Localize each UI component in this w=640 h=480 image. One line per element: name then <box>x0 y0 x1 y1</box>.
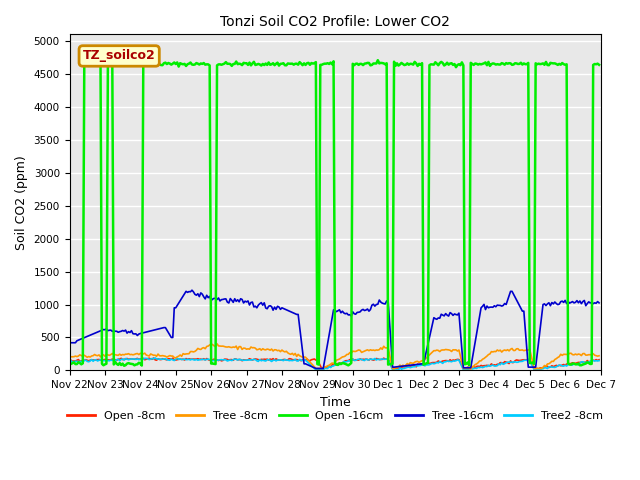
Open -16cm <box>374 57 381 63</box>
Open -16cm <box>569 360 577 366</box>
Open -8cm <box>150 355 157 361</box>
Line: Open -8cm: Open -8cm <box>70 358 599 369</box>
Tree -16cm <box>225 300 233 306</box>
Open -16cm <box>66 360 74 366</box>
Open -8cm <box>595 357 603 362</box>
Open -8cm <box>569 360 577 366</box>
Tree -8cm <box>243 346 250 352</box>
Open -8cm <box>131 356 138 362</box>
Tree -16cm <box>312 366 320 372</box>
Legend: Open -8cm, Tree -8cm, Open -16cm, Tree -16cm, Tree2 -8cm: Open -8cm, Tree -8cm, Open -16cm, Tree -… <box>63 407 607 425</box>
Open -8cm <box>252 356 259 362</box>
Open -16cm <box>120 363 128 369</box>
Tree -8cm <box>467 366 475 372</box>
Tree -16cm <box>243 299 250 305</box>
Tree2 -8cm <box>225 358 233 363</box>
Tree -8cm <box>66 353 74 359</box>
Tree -8cm <box>225 344 233 349</box>
Line: Tree -16cm: Tree -16cm <box>70 290 599 369</box>
Tree -16cm <box>299 348 307 354</box>
Open -8cm <box>299 357 307 362</box>
Open -8cm <box>535 366 543 372</box>
Open -16cm <box>225 61 233 67</box>
Tree -16cm <box>66 340 74 346</box>
Open -16cm <box>252 62 259 68</box>
Tree -8cm <box>595 353 603 359</box>
Tree2 -8cm <box>252 357 259 362</box>
Tree -16cm <box>131 331 138 337</box>
Tree2 -8cm <box>131 356 138 362</box>
Tree -8cm <box>213 341 221 347</box>
Tree -16cm <box>188 288 196 293</box>
Open -8cm <box>66 359 74 364</box>
Open -8cm <box>225 357 233 363</box>
Tree2 -8cm <box>532 368 540 373</box>
Tree2 -8cm <box>66 360 74 365</box>
Tree2 -8cm <box>243 357 250 363</box>
Tree2 -8cm <box>151 355 159 361</box>
X-axis label: Time: Time <box>319 396 351 408</box>
Tree -16cm <box>595 300 603 306</box>
Tree -16cm <box>252 303 259 309</box>
Text: TZ_soilco2: TZ_soilco2 <box>83 49 156 62</box>
Line: Open -16cm: Open -16cm <box>70 60 599 366</box>
Title: Tonzi Soil CO2 Profile: Lower CO2: Tonzi Soil CO2 Profile: Lower CO2 <box>220 15 450 29</box>
Tree2 -8cm <box>595 358 603 363</box>
Open -8cm <box>243 357 250 363</box>
Y-axis label: Soil CO2 (ppm): Soil CO2 (ppm) <box>15 155 28 250</box>
Tree -8cm <box>569 352 577 358</box>
Open -16cm <box>132 361 140 367</box>
Tree -8cm <box>252 345 259 351</box>
Tree2 -8cm <box>569 362 577 368</box>
Line: Tree2 -8cm: Tree2 -8cm <box>70 358 599 371</box>
Open -16cm <box>243 60 250 66</box>
Open -16cm <box>299 62 307 68</box>
Open -16cm <box>595 62 603 68</box>
Tree -16cm <box>569 299 577 304</box>
Tree -8cm <box>299 354 307 360</box>
Tree -8cm <box>131 351 138 357</box>
Tree2 -8cm <box>299 358 307 363</box>
Line: Tree -8cm: Tree -8cm <box>70 344 599 369</box>
